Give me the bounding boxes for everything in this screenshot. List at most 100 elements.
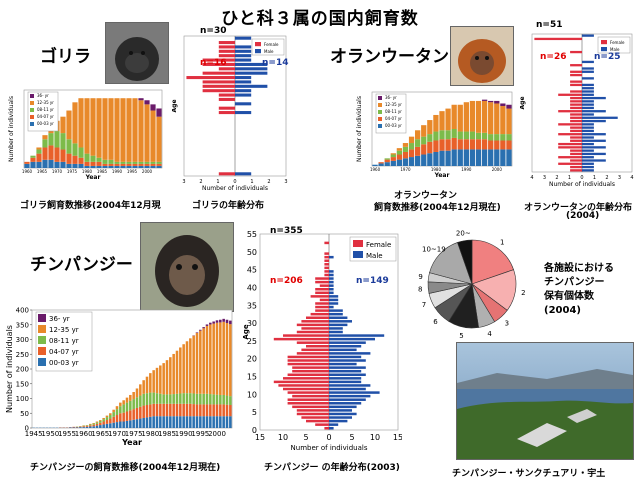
x-tick-label: 3 xyxy=(543,175,546,181)
x-tick-label: 1 xyxy=(250,179,253,185)
legend-label: 04-07 yr xyxy=(37,114,54,119)
stacked-bar-segment xyxy=(165,416,169,428)
stacked-bar-segment xyxy=(494,134,500,141)
orangutan-age-chart: 4 3 2 1 0 1 2 3 4 Number of individuals Age Female M… xyxy=(520,33,634,188)
legend-label: Female xyxy=(366,241,391,249)
y-tick-label: 30 xyxy=(247,319,257,328)
stacked-bar-segment xyxy=(402,146,409,152)
stacked-bar-segment xyxy=(150,161,156,164)
stacked-bar-segment xyxy=(205,325,209,394)
male-bar xyxy=(582,152,606,156)
x-tick-label: 1975 xyxy=(125,430,143,438)
stacked-bar-segment xyxy=(125,411,129,421)
stacked-bar-segment xyxy=(99,420,102,421)
x-tick-label: 0 xyxy=(580,175,583,181)
male-bar xyxy=(235,62,268,66)
stacked-bar-segment xyxy=(78,147,84,158)
stacked-bar-segment xyxy=(415,139,421,147)
stacked-bar-segment xyxy=(469,131,476,140)
stacked-bar-segment xyxy=(72,143,78,156)
female-bar xyxy=(570,169,582,172)
stacked-bar-segment xyxy=(122,400,125,405)
stacked-bar-segment xyxy=(159,416,162,428)
stacked-bar-segment xyxy=(112,422,115,428)
orangutan-trend-caption-2: 飼育数推移(2004年12月現在) xyxy=(374,203,501,213)
stacked-bar-segment xyxy=(439,150,445,166)
stacked-bar-segment xyxy=(199,329,202,331)
stacked-bar-segment xyxy=(95,422,99,424)
stacked-bar-segment xyxy=(60,149,66,162)
stacked-bar-segment xyxy=(475,132,482,140)
stacked-bar-segment xyxy=(179,403,182,417)
stacked-bar-segment xyxy=(494,149,500,166)
y-tick-label: 35 xyxy=(247,301,257,310)
stacked-bar-segment xyxy=(212,404,215,417)
gorilla-n-female: n=16 xyxy=(200,58,227,68)
stacked-bar-segment xyxy=(463,131,469,140)
stacked-bar-segment xyxy=(60,116,66,134)
stacked-bar-segment xyxy=(199,330,202,394)
stacked-bar-segment xyxy=(92,424,95,427)
legend-label: 08-11 yr xyxy=(37,107,54,112)
male-bar xyxy=(329,377,362,380)
female-bar xyxy=(315,309,329,312)
stacked-bar-segment xyxy=(156,108,162,117)
stacked-bar-segment xyxy=(192,335,195,394)
stacked-bar-segment xyxy=(48,159,54,168)
y-axis-label: Age xyxy=(172,99,178,112)
stacked-bar-segment xyxy=(142,417,145,428)
gorilla-name: ゴリラ xyxy=(40,47,91,67)
stacked-bar-segment xyxy=(120,161,126,164)
stacked-bar-segment xyxy=(445,139,451,151)
female-bar xyxy=(202,84,235,88)
female-bar xyxy=(570,96,582,100)
female-bar xyxy=(315,291,329,295)
stacked-bar-segment xyxy=(494,140,500,150)
orangutan-n-female: n=26 xyxy=(540,52,567,62)
x-tick-label: 1990 xyxy=(175,430,193,438)
stacked-bar-segment xyxy=(105,420,109,424)
stacked-bar-segment xyxy=(189,393,192,404)
y-tick-label: 15 xyxy=(247,373,257,382)
stacked-bar-segment xyxy=(165,394,169,404)
stacked-bar-segment xyxy=(408,136,415,144)
stacked-bar-segment xyxy=(156,163,162,166)
stacked-bar-segment xyxy=(129,400,132,411)
male-bar xyxy=(582,149,594,152)
stacked-bar-segment xyxy=(189,416,192,428)
stacked-bar-segment xyxy=(215,394,219,405)
legend-label: 08-11 yr xyxy=(385,109,402,114)
stacked-bar-segment xyxy=(54,131,60,148)
stacked-bar-segment xyxy=(162,403,165,417)
male-bar xyxy=(582,60,594,64)
stacked-bar-segment xyxy=(96,98,102,158)
female-bar xyxy=(301,348,329,352)
stacked-bar-segment xyxy=(115,415,119,423)
y-tick-label: 50 xyxy=(20,410,29,418)
stacked-bar-segment xyxy=(150,165,156,168)
pie-note-line: チンパンジー xyxy=(544,277,605,288)
female-bar xyxy=(324,270,329,273)
stacked-bar-segment xyxy=(122,412,125,422)
female-bar xyxy=(273,337,329,341)
stacked-bar-segment xyxy=(475,100,482,133)
x-tick-label: 1970 xyxy=(108,430,126,438)
stacked-bar-segment xyxy=(30,157,36,162)
x-tick-label: 1955 xyxy=(58,430,76,438)
stacked-bar-segment xyxy=(102,159,108,164)
stacked-bar-segment xyxy=(135,407,139,420)
female-bar xyxy=(570,116,582,119)
stacked-bar-segment xyxy=(96,161,102,166)
male-bar xyxy=(582,87,594,90)
female-bar xyxy=(202,71,235,75)
male-bar xyxy=(329,384,371,387)
stacked-bar-segment xyxy=(125,402,129,412)
female-bar xyxy=(315,302,329,305)
stacked-bar-segment xyxy=(212,321,215,324)
female-bar xyxy=(306,316,329,319)
female-bar xyxy=(202,62,235,66)
male-bar xyxy=(582,90,594,93)
stacked-bar-segment xyxy=(445,130,451,140)
male-bar xyxy=(329,284,334,287)
male-bar xyxy=(235,93,252,97)
